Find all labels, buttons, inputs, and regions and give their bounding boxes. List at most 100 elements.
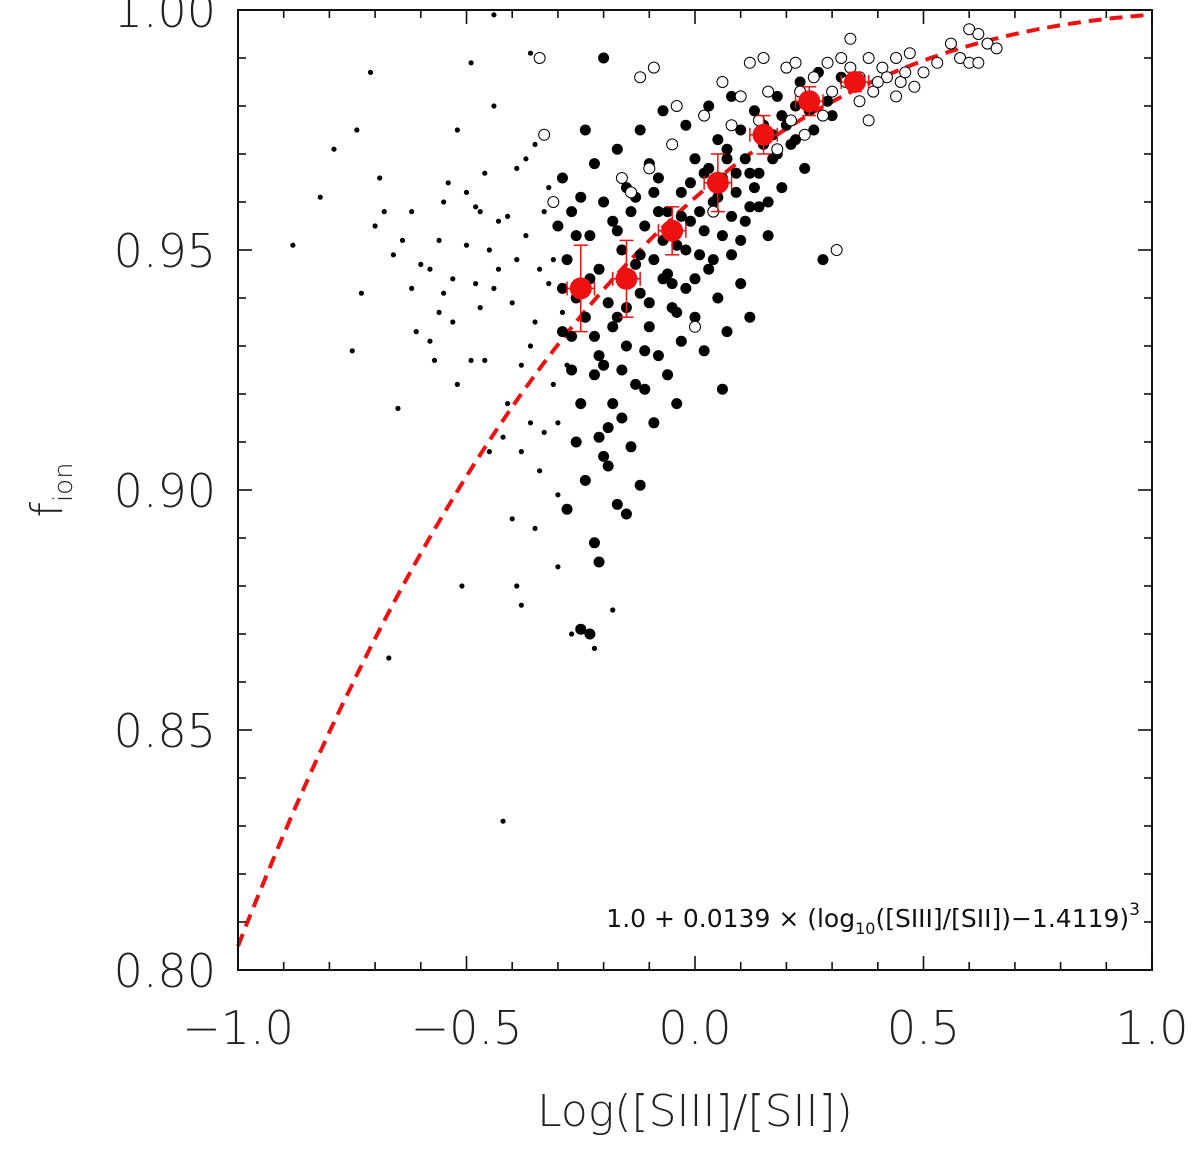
large-data-point xyxy=(689,311,701,323)
small-data-point xyxy=(436,309,442,315)
small-data-point xyxy=(491,103,497,109)
open-data-point xyxy=(798,128,811,141)
large-data-point xyxy=(698,225,710,237)
small-data-point xyxy=(390,252,396,258)
small-data-point xyxy=(473,204,479,210)
small-data-point xyxy=(537,266,543,272)
large-data-point xyxy=(652,206,664,218)
large-data-point xyxy=(684,215,696,227)
large-data-point xyxy=(561,503,573,515)
binned-mean-point xyxy=(798,90,821,113)
large-data-point xyxy=(826,110,838,122)
large-data-point xyxy=(817,254,829,266)
y-tick-label: 0.85 xyxy=(114,704,216,758)
large-data-point xyxy=(680,119,692,131)
y-axis-label-main: f xyxy=(22,502,73,518)
formula-body: ([SIII]/[SII])−1.4119) xyxy=(875,904,1129,933)
open-data-point xyxy=(890,90,903,103)
open-data-point xyxy=(931,56,944,69)
small-data-point xyxy=(509,300,515,306)
large-data-point xyxy=(698,345,710,357)
small-data-point xyxy=(482,357,488,363)
large-data-point xyxy=(753,167,765,179)
open-data-point xyxy=(647,61,660,74)
large-data-point xyxy=(598,52,610,64)
fit-formula-annotation: 1.0 + 0.0139 × (log10([SIII]/[SII])−1.41… xyxy=(606,900,1140,938)
large-data-point xyxy=(675,210,687,222)
open-data-point xyxy=(944,37,957,50)
large-data-point xyxy=(739,215,751,227)
small-data-point xyxy=(523,156,529,162)
large-data-point xyxy=(561,254,573,266)
large-data-point xyxy=(735,124,747,136)
small-data-point xyxy=(509,516,515,522)
fit-curve-layer xyxy=(236,12,1153,947)
small-data-point xyxy=(514,583,520,589)
small-data-point xyxy=(491,285,497,291)
large-data-point xyxy=(634,249,646,261)
large-data-point xyxy=(593,263,605,275)
small-data-point xyxy=(367,69,374,75)
small-data-point xyxy=(550,381,556,387)
small-data-point xyxy=(518,449,524,455)
large-data-point xyxy=(593,431,605,443)
open-data-point xyxy=(533,52,546,64)
small-data-point xyxy=(486,449,492,455)
small-data-point xyxy=(532,525,538,532)
open-data-point xyxy=(821,56,834,69)
large-data-point xyxy=(611,225,623,237)
tick-labels: −1.0 −0.5 0.0 0.5 1.0 0.80 0.85 0.90 0.95 1.00 xyxy=(114,0,1189,1055)
small-data-point xyxy=(495,266,502,272)
formula-exponent: 3 xyxy=(1129,900,1140,920)
large-data-point xyxy=(556,326,568,338)
large-data-point xyxy=(648,417,660,429)
large-data-point xyxy=(662,268,674,280)
open-data-point xyxy=(867,85,880,98)
open-data-point xyxy=(908,80,921,93)
large-data-point xyxy=(648,186,660,198)
binned-mean-point xyxy=(661,219,684,242)
small-data-point xyxy=(541,429,547,435)
small-data-point xyxy=(555,564,561,570)
small-data-point xyxy=(482,170,488,176)
large-data-point xyxy=(616,244,628,256)
large-data-point xyxy=(584,230,596,242)
open-data-point xyxy=(871,76,884,88)
large-data-point xyxy=(588,537,600,549)
large-data-point xyxy=(598,450,610,462)
small-data-point xyxy=(399,237,406,243)
formula-log-subscript: 10 xyxy=(855,919,875,938)
large-data-point xyxy=(625,206,637,218)
open-data-point xyxy=(876,61,889,74)
open-data-point xyxy=(789,56,802,69)
large-data-point xyxy=(634,124,646,136)
open-data-point xyxy=(547,196,560,208)
binned-mean-point xyxy=(843,71,866,93)
large-data-point xyxy=(799,162,811,174)
large-data-point xyxy=(744,311,756,323)
small-data-point xyxy=(514,257,520,263)
y-tick-label: 1.00 xyxy=(114,0,216,38)
small-data-point xyxy=(505,213,511,219)
large-data-point xyxy=(607,398,619,410)
open-data-point xyxy=(972,28,985,40)
small-data-point xyxy=(409,209,415,215)
large-data-point xyxy=(726,210,738,222)
large-data-point xyxy=(808,124,820,136)
large-data-point xyxy=(566,364,578,376)
small-data-point xyxy=(349,348,355,354)
large-data-point xyxy=(643,297,655,309)
large-data-point xyxy=(666,278,678,290)
small-data-point xyxy=(523,233,529,239)
large-data-point xyxy=(611,498,623,510)
large-data-point xyxy=(716,230,728,242)
svg-text:fion: fion xyxy=(22,462,79,517)
open-data-point xyxy=(826,85,839,98)
large-data-point xyxy=(684,177,696,189)
small-data-point xyxy=(569,631,575,637)
small-data-point xyxy=(468,60,474,66)
large-data-point xyxy=(744,167,756,179)
large-data-point xyxy=(735,278,747,290)
small-data-point xyxy=(441,290,447,296)
